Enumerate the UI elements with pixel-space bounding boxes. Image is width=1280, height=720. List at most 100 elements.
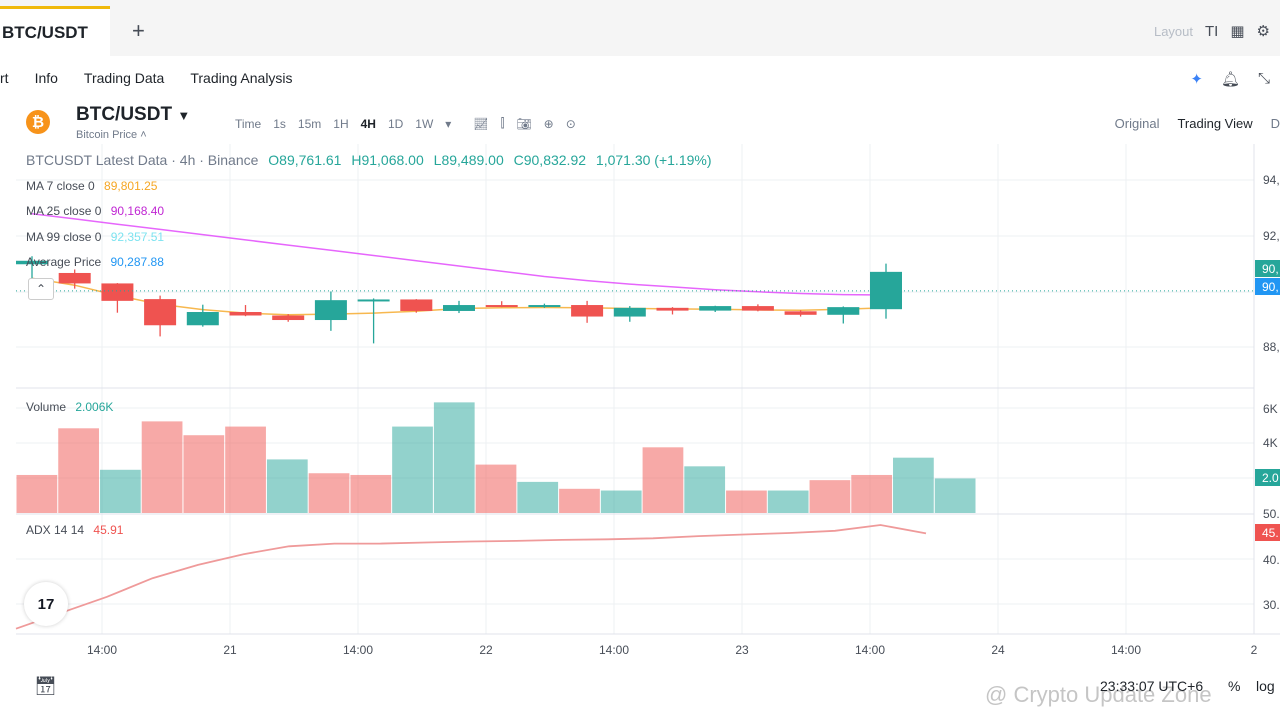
ma7-label: MA 7 close 0 bbox=[26, 179, 95, 193]
chart-legend-title: BTCUSDT Latest Data · 4h · Binance O89,7… bbox=[26, 152, 712, 168]
volume-badge bbox=[1255, 469, 1280, 486]
sparkle-icon[interactable]: ✦ bbox=[1190, 71, 1203, 88]
bitcoin-logo-icon: ₿ bbox=[26, 110, 50, 134]
ma25-value: 90,168.40 bbox=[110, 204, 165, 218]
time-readout: 23:33:07 UTC+6 bbox=[1100, 678, 1204, 694]
tf-1d[interactable]: 1D bbox=[387, 116, 404, 131]
volume-bar bbox=[684, 466, 726, 513]
view-switch: Original Trading View D bbox=[1115, 116, 1280, 131]
volume-bar bbox=[767, 490, 809, 513]
view-trading-view[interactable]: Trading View bbox=[1177, 116, 1253, 131]
volume-value: 2.006K bbox=[75, 400, 114, 414]
sub-nav: rt Info Trading Data Trading Analysis bbox=[0, 56, 1280, 100]
volume-bar bbox=[934, 478, 976, 513]
tab-btcusdt[interactable]: BTC/USDT bbox=[0, 6, 110, 56]
volume-bar bbox=[517, 481, 559, 513]
volume-bar bbox=[308, 473, 350, 513]
tradingview-logo[interactable]: 17 bbox=[24, 582, 68, 626]
candle-body bbox=[827, 307, 860, 315]
tf-1w[interactable]: 1W bbox=[415, 116, 434, 131]
chevron-down-icon[interactable]: ▼ bbox=[177, 108, 191, 123]
candle-body bbox=[613, 307, 646, 317]
legend-open: O89,761.61 bbox=[268, 152, 342, 168]
nav-trading-analysis[interactable]: Trading Analysis bbox=[190, 70, 293, 86]
volume-bar bbox=[392, 426, 433, 513]
indicator-icon[interactable]: TI bbox=[1205, 22, 1219, 40]
pair-title[interactable]: BTC/USDT ▼ bbox=[76, 104, 190, 126]
price-badge-label: 90, bbox=[1262, 262, 1279, 276]
tf-15m[interactable]: 15m bbox=[297, 116, 322, 131]
legend-adx: ADX 14 14 45.91 bbox=[26, 523, 123, 537]
candle-body bbox=[443, 305, 475, 311]
volume-bar bbox=[266, 459, 308, 513]
x-tick-label: 14:00 bbox=[343, 643, 373, 657]
nav-trading-data[interactable]: Trading Data bbox=[83, 70, 165, 86]
legend-high: H91,068.00 bbox=[351, 152, 424, 168]
candle-body bbox=[58, 272, 91, 284]
watermark: @ Crypto Update Zone bbox=[985, 682, 1212, 707]
tf-1h[interactable]: 1H bbox=[333, 116, 349, 131]
settings-icon[interactable]: ⚙ bbox=[1256, 23, 1270, 40]
target-icon[interactable]: ⊙ bbox=[565, 116, 576, 131]
price-tick-label: 94, bbox=[1263, 173, 1280, 187]
nav-info[interactable]: Info bbox=[34, 70, 58, 86]
volume-bar bbox=[726, 490, 767, 513]
tab-bar: BTC/USDT + Layout TI ▦ ⚙ bbox=[0, 0, 1280, 56]
legend-change: 1,071.30 (+1.19%) bbox=[595, 152, 712, 168]
volume-tick-label: 6K bbox=[1263, 402, 1278, 416]
candle-body bbox=[16, 260, 48, 265]
tf-more-icon[interactable]: ▾ bbox=[445, 116, 452, 131]
adx-tick-label: 40. bbox=[1263, 553, 1280, 567]
pair-label: BTC/USDT bbox=[76, 104, 173, 125]
legend-volume: Volume 2.006K bbox=[26, 400, 113, 414]
avg-value: 90,287.88 bbox=[110, 255, 164, 269]
percent-toggle[interactable]: % bbox=[1228, 678, 1241, 694]
x-tick-label: 14:00 bbox=[855, 643, 885, 657]
candle-body bbox=[656, 307, 689, 311]
indicators-icon[interactable]: 📈︎ bbox=[473, 116, 489, 131]
tf-4h[interactable]: 4H bbox=[360, 116, 376, 131]
calendar-icon[interactable]: 📅︎ bbox=[34, 676, 57, 696]
volume-bar bbox=[893, 457, 934, 513]
candle-body bbox=[870, 271, 902, 310]
chart-type-icon[interactable]: ⫿ bbox=[500, 116, 505, 130]
price-chart[interactable]: 14:00 21 14:00 22 14:00 23 14:00 24 14:00 2 94, 92,… bbox=[0, 144, 1280, 665]
adx-badge bbox=[1255, 524, 1280, 541]
camera-icon[interactable]: 📷︎ bbox=[516, 116, 532, 131]
nav-icons: ✦ 🔔︎ ⤡ bbox=[1190, 70, 1270, 88]
collapse-icon[interactable]: ⤡ bbox=[1257, 70, 1270, 87]
candle-body bbox=[400, 299, 433, 311]
avg-label: Average Price bbox=[26, 255, 102, 269]
candle-body bbox=[699, 306, 732, 311]
layout-button[interactable]: Layout bbox=[1153, 23, 1194, 39]
ma25-label: MA 25 close 0 bbox=[26, 204, 102, 218]
timeframe-bar: Time 1s 15m 1H 4H 1D 1W ▾ 📈︎ ⫿ 📷︎ ⊕ ⊙ bbox=[235, 116, 576, 131]
top-right-controls: Layout TI ▦ ⚙ bbox=[1153, 22, 1270, 41]
volume-bar bbox=[141, 421, 183, 513]
price-tick-label: 88, bbox=[1263, 340, 1280, 354]
adx-tick-label: 30. bbox=[1263, 598, 1280, 612]
candle-body bbox=[314, 300, 347, 321]
add-tab-button[interactable]: + bbox=[132, 18, 145, 43]
tf-time[interactable]: Time bbox=[235, 116, 262, 131]
log-toggle[interactable]: log bbox=[1256, 678, 1275, 694]
volume-label: Volume bbox=[26, 400, 67, 414]
x-tick-label: 24 bbox=[991, 643, 1005, 657]
volume-bar bbox=[16, 474, 58, 513]
volume-bar bbox=[99, 469, 141, 513]
volume-badge-label: 2.0 bbox=[1262, 471, 1279, 485]
collapse-legend-button[interactable]: ⌃ bbox=[28, 278, 54, 300]
view-depth[interactable]: D bbox=[1270, 116, 1280, 131]
tf-1s[interactable]: 1s bbox=[273, 116, 286, 131]
ma25-line bbox=[31, 212, 887, 296]
price-tick-label: 92, bbox=[1263, 229, 1280, 243]
candle-body bbox=[357, 299, 390, 302]
grid-icon[interactable]: ▦ bbox=[1230, 23, 1245, 40]
add-icon[interactable]: ⊕ bbox=[543, 116, 554, 131]
bell-icon[interactable]: 🔔︎ bbox=[1220, 71, 1240, 88]
view-original[interactable]: Original bbox=[1114, 116, 1160, 131]
x-tick-label: 14:00 bbox=[599, 643, 629, 657]
nav-chart[interactable]: rt bbox=[0, 70, 9, 86]
x-tick-label: 14:00 bbox=[87, 643, 117, 657]
candle-body bbox=[186, 312, 219, 326]
